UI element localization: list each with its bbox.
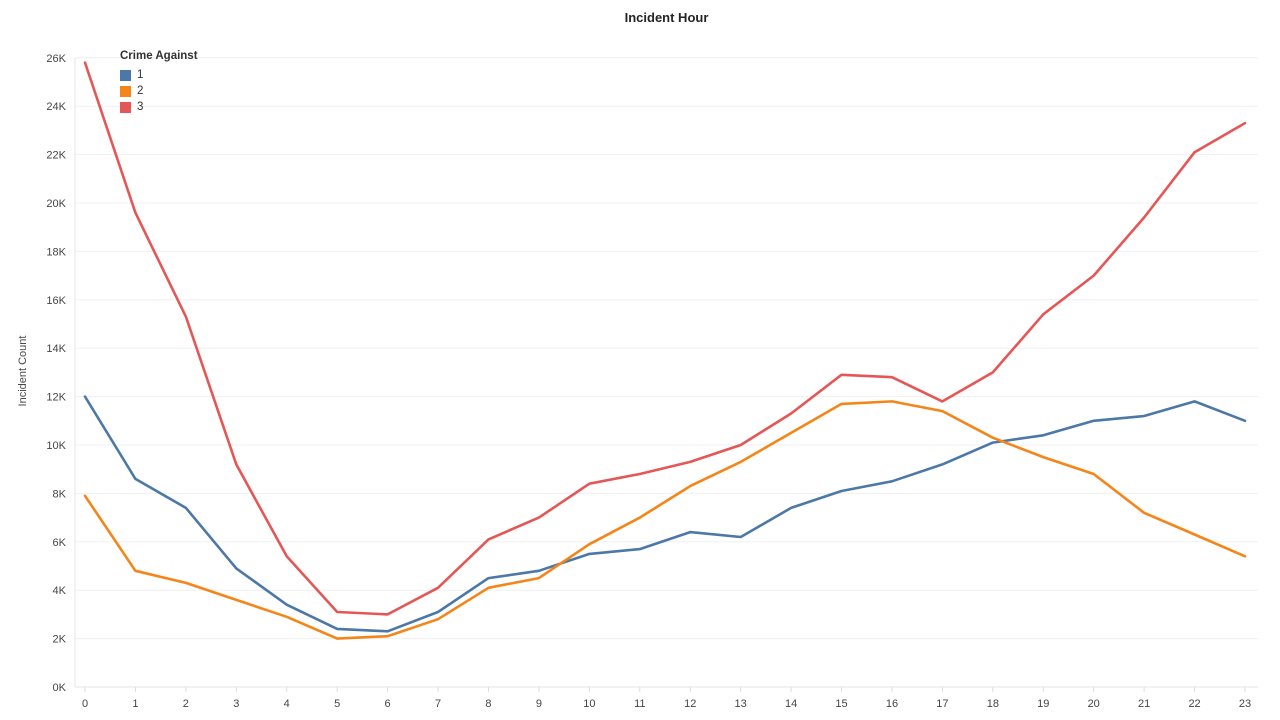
- y-tick-label: 12K: [46, 392, 66, 404]
- series-line-3: [83, 61, 1247, 616]
- legend-swatch-icon: [120, 85, 131, 97]
- x-tick-label: 20: [1088, 698, 1100, 710]
- x-tick-label: 2: [183, 698, 189, 710]
- y-tick-label: 8K: [53, 488, 67, 500]
- x-tick-label: 8: [485, 698, 491, 710]
- legend-item-1: 1: [120, 67, 198, 83]
- y-tick-label: 24K: [46, 101, 66, 113]
- legend-title: Crime Against: [120, 50, 198, 62]
- x-tick-label: 3: [233, 698, 239, 710]
- legend-items: 1 2 3: [120, 67, 198, 115]
- x-tick-label: 19: [1037, 698, 1049, 710]
- x-tick-label: 5: [334, 698, 340, 710]
- legend: Crime Against 1 2 3: [120, 50, 198, 115]
- y-tick-label: 20K: [46, 198, 66, 210]
- x-tick-label: 22: [1188, 698, 1200, 710]
- legend-swatch-icon: [120, 101, 131, 113]
- x-tick-label: 18: [987, 698, 999, 710]
- y-tick-label: 16K: [46, 295, 66, 307]
- x-tick-label: 0: [82, 698, 88, 710]
- series-line-1: [83, 395, 1247, 633]
- chart-title: Incident Hour: [624, 10, 709, 25]
- legend-item-3: 3: [120, 99, 198, 115]
- legend-swatch-icon: [120, 69, 131, 81]
- legend-item-2: 2: [120, 83, 198, 99]
- x-tick-label: 1: [132, 698, 138, 710]
- series-line-2: [83, 400, 1247, 640]
- x-tick-label: 15: [835, 698, 847, 710]
- y-tick-label: 0K: [53, 682, 67, 694]
- x-tick-label: 4: [284, 698, 290, 710]
- x-tick-label: 16: [886, 698, 898, 710]
- x-tick-label: 7: [435, 698, 441, 710]
- x-tick-label: 14: [785, 698, 797, 710]
- y-tick-label: 6K: [53, 537, 67, 549]
- y-tick-label: 4K: [53, 585, 67, 597]
- y-tick-label: 2K: [53, 634, 67, 646]
- y-tick-label: 10K: [46, 440, 66, 452]
- legend-item-label: 3: [137, 101, 144, 113]
- legend-item-label: 1: [137, 69, 144, 81]
- legend-item-label: 2: [137, 85, 144, 97]
- x-tick-label: 13: [735, 698, 747, 710]
- x-tick-label: 9: [536, 698, 542, 710]
- x-tick-label: 10: [583, 698, 595, 710]
- x-tick-label: 6: [385, 698, 391, 710]
- x-tick-label: 17: [936, 698, 948, 710]
- y-tick-label: 26K: [46, 53, 66, 65]
- y-tick-label: 14K: [46, 343, 66, 355]
- y-tick-label: 22K: [46, 150, 66, 162]
- x-tick-label: 12: [684, 698, 696, 710]
- x-tick-label: 23: [1239, 698, 1251, 710]
- y-tick-label: 18K: [46, 246, 66, 258]
- x-tick-label: 11: [634, 698, 645, 710]
- x-tick-label: 21: [1138, 698, 1150, 710]
